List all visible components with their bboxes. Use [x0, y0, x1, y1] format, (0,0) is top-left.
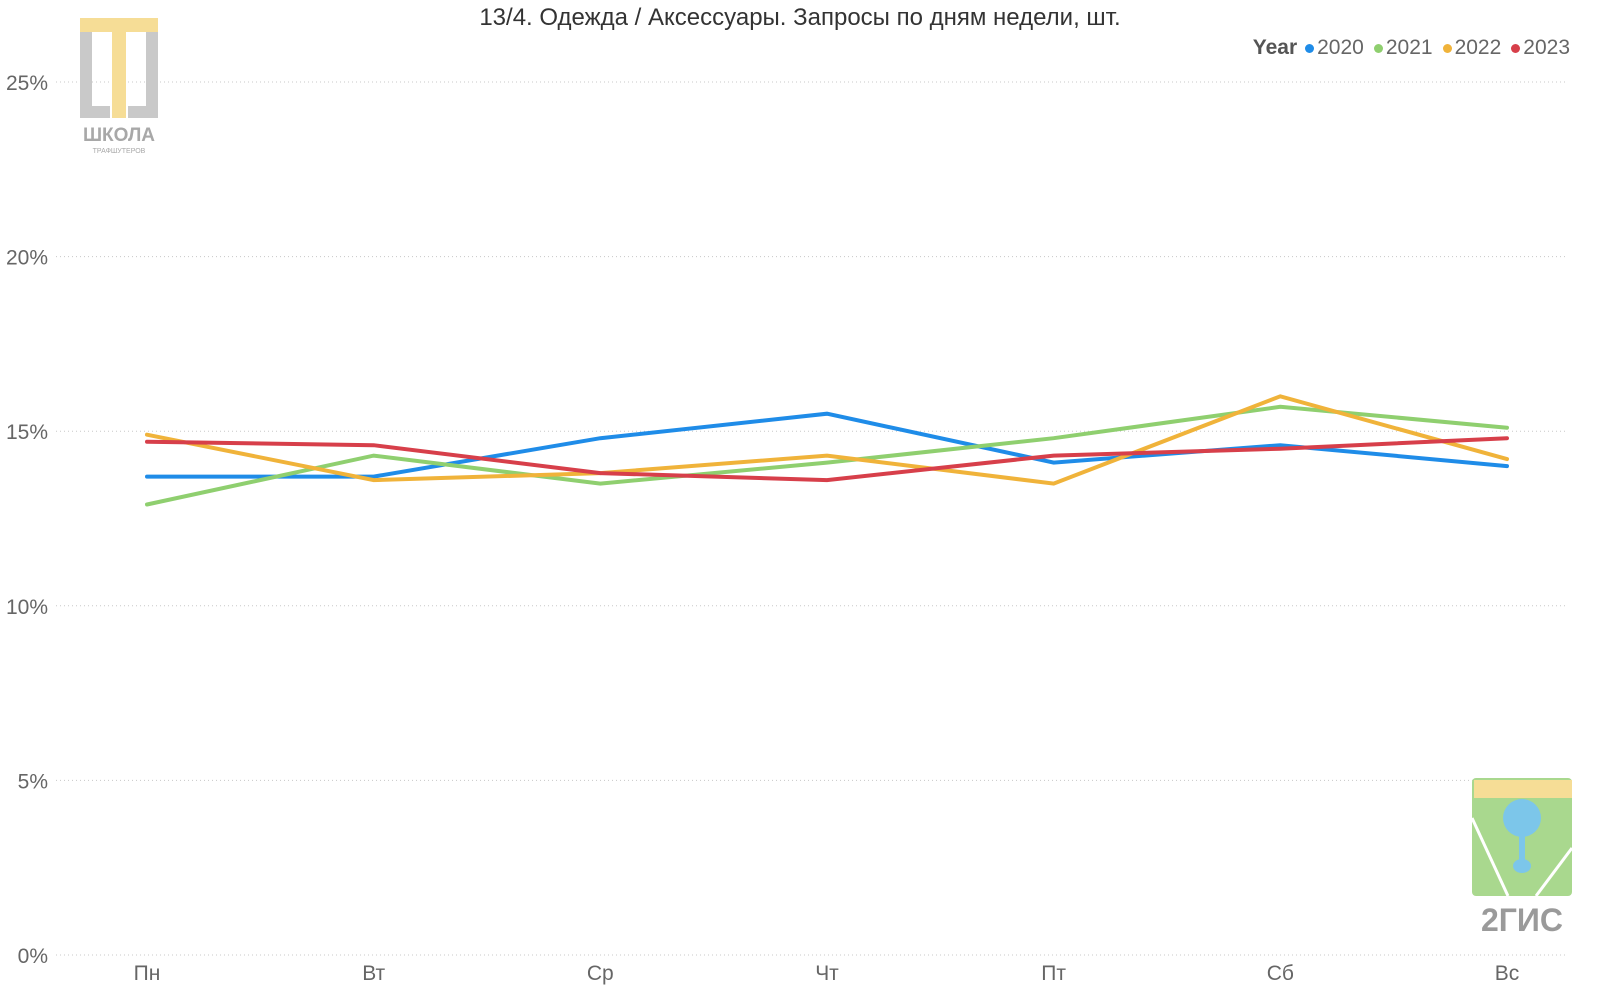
school-logo: ШКОЛА ТРАФШУТЕРОВ	[76, 16, 162, 156]
legend: Year 2020 2021 2022 2023	[1253, 36, 1570, 60]
gridlines	[56, 81, 1568, 956]
legend-item-2021: 2021	[1373, 36, 1433, 60]
2gis-logo-text: 2ГИС	[1481, 902, 1563, 938]
y-tick-label: 15%	[6, 421, 48, 444]
2gis-logo-icon: 2ГИС	[1470, 778, 1574, 938]
legend-label: 2023	[1523, 36, 1570, 59]
legend-item-2023: 2023	[1511, 36, 1570, 60]
series-lines	[145, 394, 1509, 507]
chart-title: 13/4. Одежда / Аксессуары. Запросы по дн…	[479, 4, 1121, 31]
legend-title: Year	[1252, 36, 1298, 59]
x-tick-label: Пт	[1041, 962, 1066, 985]
y-tick-label: 10%	[6, 596, 48, 619]
legend-dot-icon	[1373, 43, 1383, 53]
legend-items: 2020 2021 2022 2023	[1305, 36, 1570, 60]
school-logo-text: ШКОЛА	[83, 125, 155, 146]
series-line-2023	[145, 436, 1509, 483]
x-tick-label: Пн	[134, 962, 161, 985]
school-logo-icon: ШКОЛА ТРАФШУТЕРОВ	[80, 18, 158, 155]
y-tick-label: 0%	[18, 945, 48, 968]
x-tick-label: Ср	[587, 962, 614, 985]
series-line-2022	[145, 394, 1509, 486]
y-tick-label: 25%	[6, 72, 48, 95]
legend-item-2022: 2022	[1442, 36, 1502, 60]
2gis-logo: 2ГИС	[1470, 778, 1574, 938]
y-tick-label: 20%	[6, 247, 48, 270]
y-tick-label: 5%	[18, 770, 48, 793]
series-line-2020	[145, 411, 1509, 479]
legend-item-2020: 2020	[1305, 36, 1364, 60]
x-tick-label: Вс	[1495, 962, 1520, 985]
legend-label: 2020	[1317, 36, 1364, 59]
series-line-2021	[145, 404, 1509, 507]
x-tick-label: Сб	[1267, 962, 1294, 985]
school-logo-subtext: ТРАФШУТЕРОВ	[93, 148, 146, 155]
y-axis-ticks: 0% 5% 10% 15% 20% 25%	[6, 72, 48, 968]
x-axis-ticks: Пн Вт Ср Чт Пт Сб Вс	[134, 962, 1520, 985]
x-tick-label: Вт	[362, 962, 385, 985]
legend-label: 2022	[1454, 36, 1502, 59]
legend-dot-icon	[1305, 43, 1315, 53]
x-tick-label: Чт	[815, 962, 839, 985]
legend-dot-icon	[1442, 43, 1452, 53]
legend-dot-icon	[1511, 43, 1521, 53]
legend-label: 2021	[1385, 36, 1433, 59]
